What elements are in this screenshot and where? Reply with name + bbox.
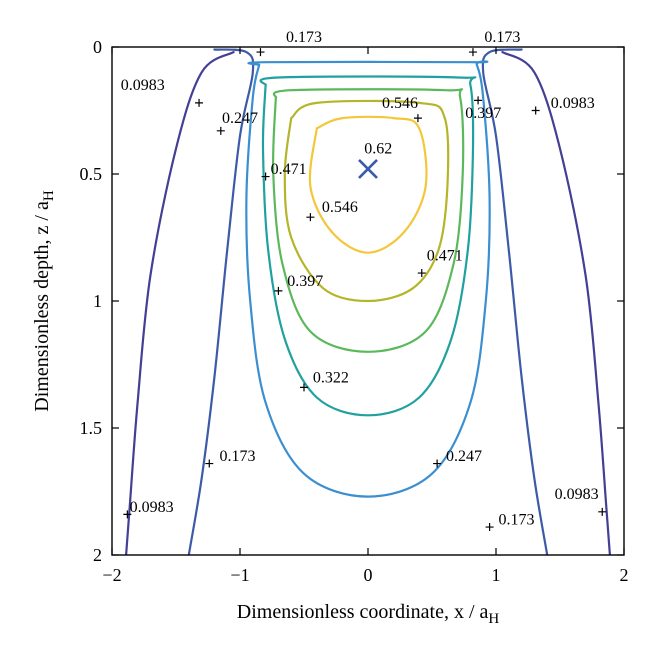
contour-labels: 0.173 0.173 0.0983 0.0983 0.247 0.546 0.397 0.6… — [121, 29, 599, 529]
contour-label-0.397: 0.397 — [465, 105, 501, 122]
contour-label-0.0983: 0.0983 — [551, 95, 595, 112]
contour-label-0.546: 0.546 — [322, 199, 358, 216]
label-marker-0.397-1 — [474, 96, 483, 105]
contour-0.247-curve-1 — [245, 60, 491, 498]
contour-label-0.546: 0.546 — [382, 95, 418, 112]
label-marker-0.397-2 — [274, 286, 283, 295]
y-tick-label: 0 — [93, 37, 102, 57]
label-marker-0.471-1 — [261, 172, 270, 181]
contour-0.397-curve-1 — [271, 88, 465, 353]
label-marker-0.0983-3 — [123, 510, 132, 519]
x-tick-label: −2 — [102, 565, 121, 585]
contour-label-0.471: 0.471 — [271, 161, 307, 178]
x-axis-ticks: −2 −1 0 1 2 — [102, 47, 629, 585]
contour-label-0.397: 0.397 — [287, 273, 323, 290]
x-tick-label: 1 — [492, 565, 501, 585]
label-marker-0.173-4 — [485, 523, 494, 532]
y-tick-label: 1 — [93, 291, 102, 311]
contour-0.0983-curve-2 — [501, 51, 611, 555]
label-marker-0.471-2 — [417, 269, 426, 278]
contour-lines — [125, 48, 611, 555]
max-point-marker — [358, 159, 378, 179]
contour-0.546-curve-1 — [308, 115, 428, 254]
label-marker-0.247-1 — [216, 126, 225, 135]
label-marker-0.247-2 — [433, 459, 442, 468]
y-axis-label-subscript: H — [41, 190, 57, 201]
contour-label-0.173: 0.173 — [286, 29, 322, 46]
contour-label-0.0983: 0.0983 — [130, 499, 174, 516]
contour-label-0.471: 0.471 — [427, 247, 463, 264]
contour-label-0.322: 0.322 — [313, 369, 349, 386]
label-marker-0.173-3 — [205, 459, 214, 468]
max-point-cross-icon — [358, 159, 378, 179]
contour-label-0.62: 0.62 — [364, 141, 392, 158]
contour-0.471-curve-1 — [283, 99, 450, 303]
x-tick-label: −1 — [230, 565, 249, 585]
contour-label-0.173: 0.173 — [484, 29, 520, 46]
label-marker-0.546-1 — [413, 114, 422, 123]
y-tick-label: 0.5 — [80, 164, 103, 184]
y-axis-label: Dimensionless depth, z / aH — [31, 190, 57, 412]
contour-label-0.247: 0.247 — [446, 448, 482, 465]
contour-0.0983-curve-1 — [125, 51, 235, 555]
contour-label-0.0983: 0.0983 — [555, 486, 599, 503]
label-marker-0.546-2 — [306, 213, 315, 222]
label-marker-0.0983-1 — [195, 98, 204, 107]
label-marker-0.0983-2 — [531, 106, 540, 115]
x-axis-label-subscript: H — [488, 611, 499, 627]
y-tick-label: 2 — [93, 545, 102, 565]
x-tick-label: 0 — [364, 565, 373, 585]
x-tick-label: 2 — [620, 565, 629, 585]
contour-label-0.247: 0.247 — [222, 110, 258, 127]
y-tick-label: 1.5 — [80, 418, 103, 438]
label-marker-0.322-1 — [300, 383, 308, 392]
contour-0.173-curve-2 — [481, 48, 549, 555]
label-marker-0.173-1 — [256, 48, 265, 57]
contour-0.173-curve-1 — [187, 48, 255, 555]
contour-label-0.173: 0.173 — [219, 448, 255, 465]
label-marker-0.0983-4 — [598, 507, 607, 516]
contour-label-0.173: 0.173 — [498, 512, 534, 529]
label-markers — [123, 48, 607, 532]
label-marker-0.173-2 — [468, 48, 477, 57]
contour-label-0.0983: 0.0983 — [121, 77, 165, 94]
contour-0.322-curve-1 — [259, 75, 477, 417]
x-axis-label: Dimensionless coordinate, x / aH — [237, 601, 500, 627]
y-axis-ticks: 0 0.5 1 1.5 2 — [80, 37, 624, 565]
